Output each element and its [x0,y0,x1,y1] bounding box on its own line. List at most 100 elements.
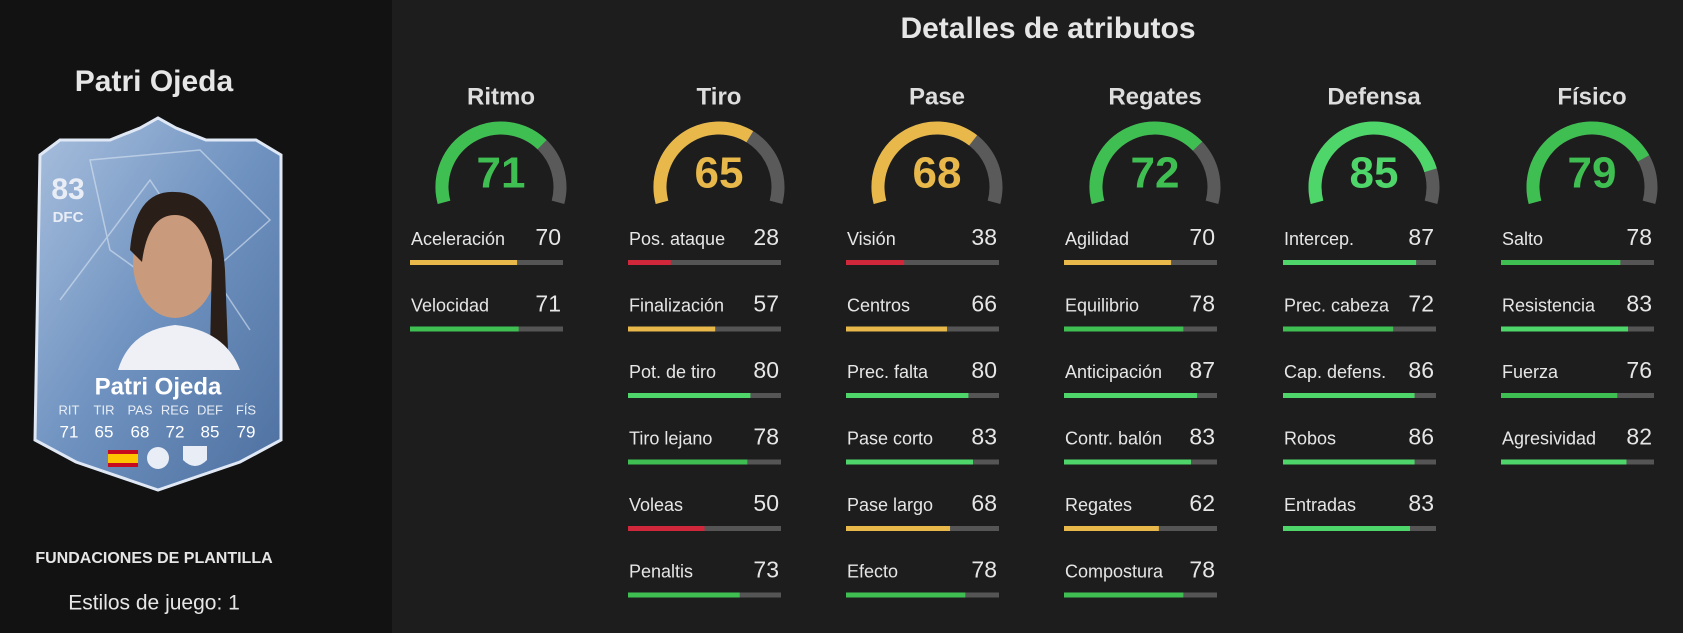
stat-bar [628,526,705,531]
gauge-fill [1308,121,1437,204]
stat-bar [846,260,905,265]
card-stat-label: PAS [127,402,152,417]
stat-label: Robos [1284,428,1336,448]
card-stat-label: REG [161,402,189,417]
attributes-title: Detalles de atributos [900,12,1195,45]
stat-value: 83 [971,424,997,450]
group-value: 71 [477,149,526,198]
stat-label: Intercep. [1284,229,1354,249]
group-name: Regates [1108,83,1201,110]
stat-bar [410,260,518,265]
stat-label: Prec. cabeza [1284,295,1390,315]
group-value: 68 [913,149,962,198]
stat-value: 78 [1189,557,1215,583]
group-value: 85 [1350,149,1399,198]
group-name: Ritmo [467,83,535,110]
gauge-fill [435,121,547,204]
card-stat-value: 71 [60,422,79,441]
stat-value: 83 [1626,291,1652,317]
group-name: Tiro [697,83,742,110]
stat-value: 78 [1626,224,1652,250]
card-rating: 83 [51,173,84,206]
stat-bar [1501,459,1627,465]
card-stats: RIT 71 TIR 65 PAS 68 REG 72 DEF 85 FÍS 79 [59,402,257,441]
stat-value: 83 [1189,424,1215,450]
stat-value: 78 [1189,291,1215,317]
stat-label: Tiro lejano [629,428,712,448]
group-name: Defensa [1327,83,1421,110]
stat-label: Velocidad [411,295,489,315]
stat-bar [1283,459,1415,465]
card-stat-label: TIR [94,402,115,417]
stat-value: 73 [753,557,779,583]
stat-bar [846,592,966,598]
stat-label: Visión [847,229,896,249]
stat-bar [1064,459,1191,465]
player-name: Patri Ojeda [75,65,234,98]
stat-bar [1283,526,1410,531]
stat-bar [628,260,671,265]
attribute-groups: Ritmo 71 Aceleración 70 Velocidad 71 Tiro 65 Pos… [410,83,1658,598]
card-stat-label: DEF [197,402,223,417]
player-face [133,206,217,318]
stat-bar [1064,592,1184,598]
stat-bar [1064,326,1184,332]
group-value: 65 [695,149,744,198]
card-stat-label: FÍS [236,402,257,417]
stat-label: Regates [1065,495,1132,515]
stat-value: 72 [1408,291,1434,317]
stat-label: Penaltis [629,561,693,581]
stat-value: 62 [1189,490,1215,516]
card-name: Patri Ojeda [95,373,222,400]
stat-bar [846,326,947,332]
card-stat-label: RIT [59,402,80,417]
stat-bar [1501,393,1618,398]
card-stat-value: 68 [131,422,150,441]
stat-bar [1283,393,1415,398]
stat-bar [846,393,969,398]
stat-value: 86 [1408,357,1434,383]
stat-bar [1064,526,1159,531]
stat-value: 87 [1189,357,1215,383]
stat-label: Fuerza [1502,362,1559,382]
stat-value: 70 [535,224,561,250]
stat-value: 66 [971,291,997,317]
stat-label: Contr. balón [1065,428,1162,448]
flag-stripe [108,454,138,463]
stat-bar [1064,260,1172,265]
stat-label: Anticipación [1065,362,1162,382]
card-stat-value: 65 [95,422,114,441]
stat-value: 78 [971,557,997,583]
stat-label: Pos. ataque [629,229,725,249]
stat-bar [1501,260,1621,265]
stat-bar [628,393,751,398]
stat-label: Pase corto [847,428,933,448]
stat-value: 71 [535,291,561,317]
group-value: 79 [1568,149,1617,198]
stat-bar [410,326,519,332]
group-value: 72 [1131,149,1180,198]
stat-label: Resistencia [1502,295,1596,315]
stat-label: Prec. falta [847,362,929,382]
stat-bar [628,326,716,332]
stat-label: Entradas [1284,495,1356,515]
stat-value: 78 [753,424,779,450]
stat-bar [628,459,748,465]
card-position: DFC [53,209,84,226]
stat-value: 80 [971,357,997,383]
stat-label: Equilibrio [1065,295,1139,315]
stat-value: 50 [753,490,779,516]
stat-bar [846,526,951,531]
stat-bar [1501,326,1628,332]
stat-value: 76 [1626,357,1652,383]
stat-value: 86 [1408,424,1434,450]
stat-value: 28 [753,224,779,250]
stat-value: 83 [1408,490,1434,516]
club-crest [183,446,207,466]
stat-label: Aceleración [411,229,505,249]
stat-label: Salto [1502,229,1543,249]
stat-label: Finalización [629,295,724,315]
stat-label: Centros [847,295,910,315]
